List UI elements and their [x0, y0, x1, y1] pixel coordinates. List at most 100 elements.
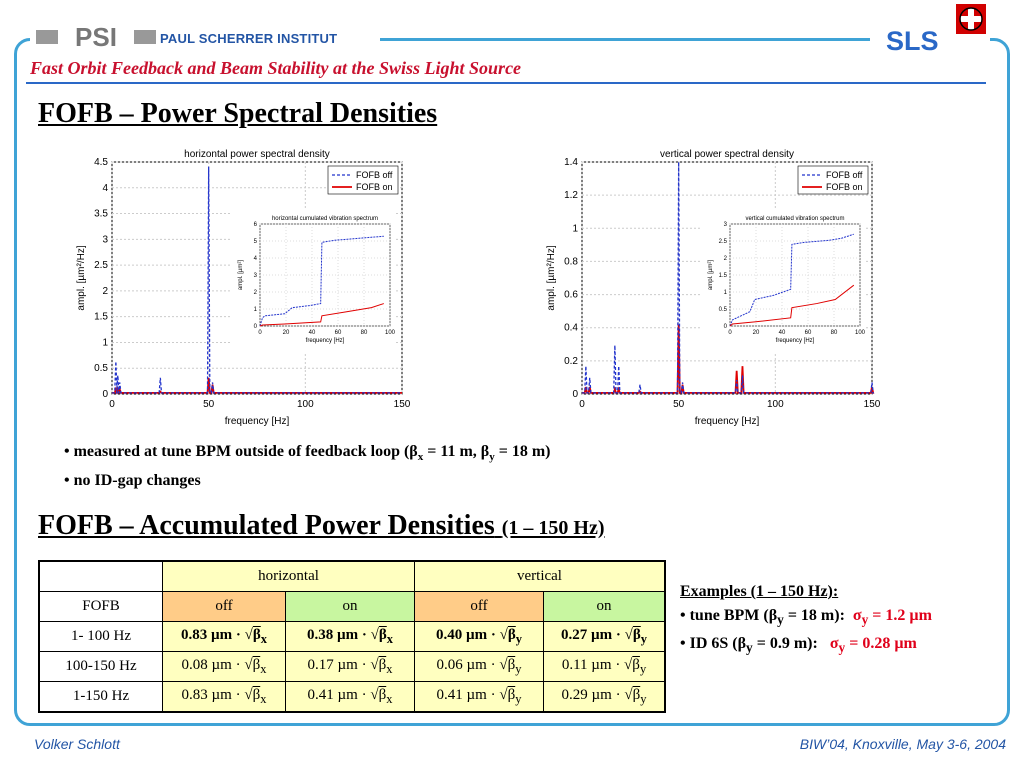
psi-logo: PSI — [36, 22, 156, 52]
inset-x-tick: 0 — [728, 330, 732, 336]
section1-title: FOFB – Power Spectral Densities — [38, 98, 438, 129]
inset-x-label: frequency [Hz] — [776, 338, 815, 344]
slide-frame — [14, 38, 1010, 726]
inset-y-tick: 5 — [254, 239, 258, 245]
measurement-notes: • measured at tune BPM outside of feedba… — [64, 440, 551, 492]
svg-text:PSI: PSI — [75, 22, 117, 52]
legend-box — [327, 165, 399, 195]
inset-y-tick: 2 — [724, 256, 728, 262]
y-tick-label: 2 — [102, 286, 108, 297]
inset-series-on — [729, 284, 855, 327]
legend: FOFB off FOFB on — [327, 165, 399, 195]
inset-y-tick: 1.5 — [719, 273, 728, 279]
x-tick-label: 50 — [673, 399, 685, 410]
inset-x-tick: 100 — [855, 330, 866, 336]
x-tick-label: 100 — [767, 399, 784, 410]
table-cell: 0.83 µm · √βx — [162, 681, 286, 713]
y-tick-label: 1 — [572, 223, 578, 234]
inset-x-tick: 40 — [309, 330, 316, 336]
table-row: 1- 100 Hz 0.83 µm · √βx 0.38 µm · √βx 0.40 … — [38, 621, 666, 652]
inset-y-tick: 1 — [254, 307, 258, 313]
bullet-tune-bpm: • measured at tune BPM outside of feedba… — [64, 443, 551, 464]
inset-x-tick: 20 — [753, 330, 760, 336]
table-cell: 0.83 µm · √βx — [162, 621, 286, 652]
y-tick-label: 4.5 — [94, 157, 108, 168]
example-id6s: • ID 6S (βy = 0.9 m): σy = 0.28 µm — [680, 635, 917, 656]
table-corner — [38, 560, 163, 592]
sls-logo-text: SLS — [886, 26, 939, 56]
inset-y-tick: 3 — [724, 222, 728, 228]
row-label: 1-150 Hz — [38, 681, 163, 713]
y-tick-label: 0.4 — [564, 323, 578, 334]
table-cell: 0.17 µm · √βx — [285, 651, 415, 682]
row-label: 100-150 Hz — [38, 651, 163, 682]
inset-x-label: frequency [Hz] — [306, 338, 345, 344]
inset-x-tick: 100 — [385, 330, 396, 336]
inset-x-tick: 60 — [335, 330, 342, 336]
inset-area — [729, 223, 861, 327]
inset-chart: horizontal cumulated vibration spectrum f… — [230, 210, 396, 352]
table-cell: 0.11 µm · √βy — [543, 651, 666, 682]
institute-name: PAUL SCHERRER INSTITUT — [160, 31, 338, 46]
inset-y-tick: 2.5 — [719, 239, 728, 245]
y-tick-label: 1.4 — [564, 157, 578, 168]
table-cell: 0.08 µm · √βx — [162, 651, 286, 682]
legend-label: FOFB on — [356, 182, 393, 192]
chart-title: horizontal power spectral density — [184, 149, 330, 160]
table-cell: 0.29 µm · √βy — [543, 681, 666, 713]
header-h-off: off — [162, 591, 286, 622]
horizontal-psd-chart: horizontal power spectral density frequen… — [76, 149, 411, 427]
footer-author: Volker Schlott — [34, 736, 120, 752]
series-fofb-on — [582, 324, 875, 394]
inset-y-label: ampl. [µm²] — [238, 260, 244, 290]
y-tick-label: 1.5 — [94, 312, 108, 323]
examples-title: Examples (1 – 150 Hz): — [680, 583, 839, 600]
y-tick-label: 0.8 — [564, 256, 578, 267]
table-cell: 0.41 µm · √βy — [414, 681, 544, 713]
inset-series-off — [729, 233, 854, 327]
inset-x-tick: 0 — [258, 330, 262, 336]
header-vertical: vertical — [414, 560, 666, 592]
x-axis-label: frequency [Hz] — [695, 416, 760, 427]
inset-title: horizontal cumulated vibration spectrum — [272, 216, 378, 222]
bullet-id-gap: • no ID-gap changes — [64, 472, 201, 490]
x-tick-label: 150 — [864, 399, 881, 410]
inset-y-tick: 0.5 — [719, 307, 728, 313]
table-row: 1-150 Hz 0.83 µm · √βx 0.41 µm · √βx 0.41 µ… — [38, 681, 666, 713]
inset-series-off — [259, 235, 384, 327]
chart-title: vertical power spectral density — [660, 149, 794, 160]
y-tick-label: 1 — [102, 337, 108, 348]
header-fofb: FOFB — [38, 591, 163, 622]
table-row: 100-150 Hz 0.08 µm · √βx 0.17 µm · √βx 0.06… — [38, 651, 666, 682]
x-tick-label: 100 — [297, 399, 314, 410]
vertical-psd-chart: vertical power spectral density frequency… — [546, 149, 881, 427]
y-axis-label: ampl. [µm²/Hz] — [76, 245, 87, 310]
header-h-on: on — [285, 591, 415, 622]
inset-y-tick: 1 — [724, 290, 728, 296]
inset-x-tick: 80 — [361, 330, 368, 336]
inset-y-tick: 0 — [724, 324, 728, 330]
y-tick-label: 3 — [102, 234, 108, 245]
section2-title: FOFB – Accumulated Power Densities (1 – … — [38, 510, 605, 541]
legend: FOFB off FOFB on — [797, 165, 869, 195]
x-tick-label: 50 — [203, 399, 215, 410]
y-axis-label: ampl. [µm²/Hz] — [546, 245, 557, 310]
y-tick-label: 0.6 — [564, 290, 578, 301]
inset-y-tick: 4 — [254, 256, 258, 262]
inset-y-tick: 3 — [254, 273, 258, 279]
y-tick-label: 0 — [102, 389, 108, 400]
inset-y-tick: 6 — [254, 222, 258, 228]
example-tune-bpm: • tune BPM (βy = 18 m): σy = 1.2 µm — [680, 607, 932, 628]
y-tick-label: 4 — [102, 183, 108, 194]
inset-title: vertical cumulated vibration spectrum — [745, 216, 844, 222]
y-tick-label: 0.5 — [94, 363, 108, 374]
inset-x-tick: 40 — [779, 330, 786, 336]
table-cell: 0.41 µm · √βx — [285, 681, 415, 713]
inset-chart: vertical cumulated vibration spectrum fre… — [700, 210, 866, 352]
series-fofb-off — [112, 166, 402, 394]
y-tick-label: 0.2 — [564, 356, 578, 367]
table-cell: 0.27 µm · √βy — [543, 621, 666, 652]
y-tick-label: 3.5 — [94, 209, 108, 220]
inset-x-tick: 60 — [805, 330, 812, 336]
y-tick-label: 1.2 — [564, 190, 578, 201]
